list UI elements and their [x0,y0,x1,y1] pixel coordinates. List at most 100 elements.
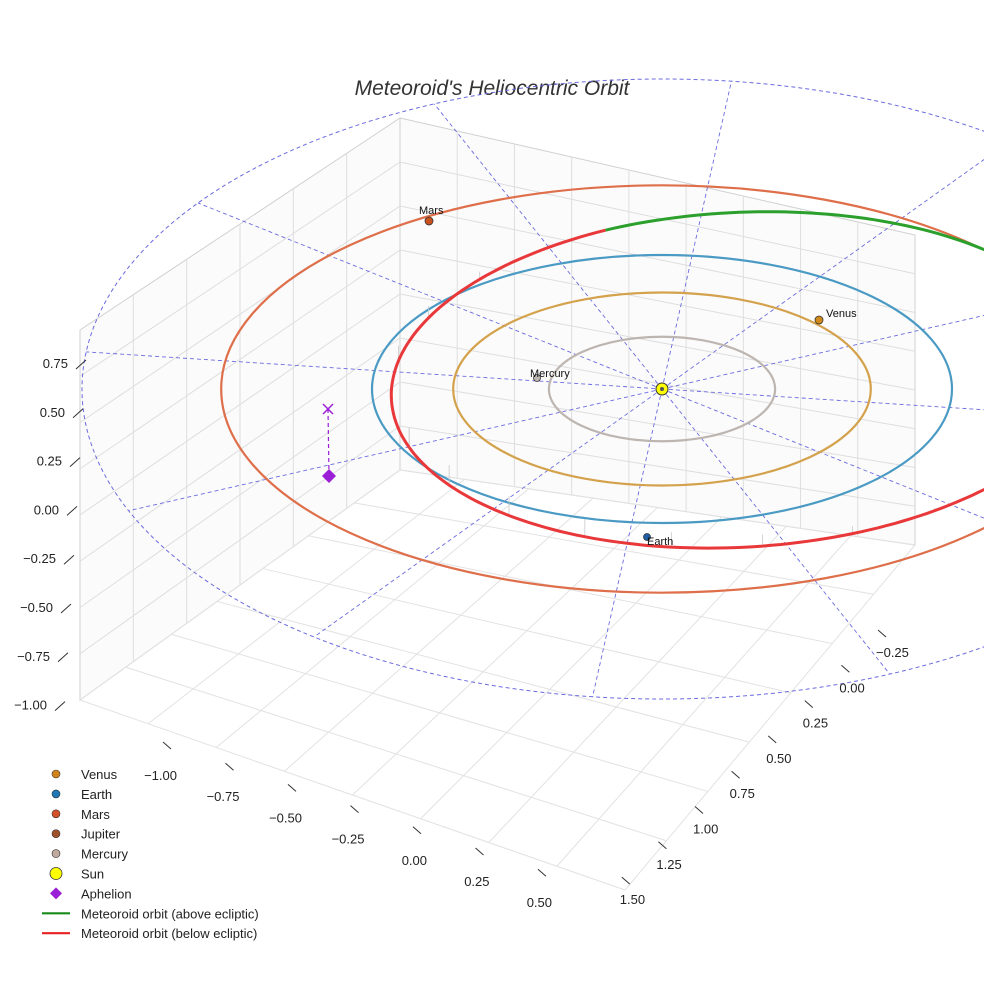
z-tick-mark [60,603,72,614]
floor-grid-line [352,507,658,796]
venus-label: Venus [826,308,857,320]
legend-item[interactable]: Mars [51,807,110,822]
planet-markers: Mars Venus Mercury Earth [419,205,857,548]
mars-point [424,216,434,226]
z-tick-label: 0.25 [37,454,62,469]
planet-orbits [220,184,984,594]
aphelion-diamond [322,469,336,483]
z-tick-mark [75,359,87,370]
x-tick-mark [162,741,172,750]
legend-label: Mercury [81,847,128,862]
earth-point [643,533,651,541]
legend-item[interactable]: Sun [49,867,104,882]
sun-marker [655,382,669,396]
legend-item[interactable]: Aphelion [50,886,132,901]
x-tick-mark [537,868,547,877]
ecliptic-ring [81,78,984,700]
mercury-label: Mercury [530,368,570,380]
y-tick-label: 0.50 [766,751,791,766]
aphelion-marker-group [322,403,336,483]
wall-grid-line [79,293,916,516]
z-tick-mark [66,506,78,516]
mars-orbit [220,184,984,594]
y-tick-mark [731,770,740,779]
x-tick-label: 0.25 [464,874,489,889]
legend: Venus Earth Mars Jupiter Mercury Sun Aphelion M… [42,767,259,941]
x-tick-mark [287,784,297,792]
legend-item[interactable]: Earth [51,787,112,802]
ecliptic-spoke [313,388,663,638]
z-axis-ticks: 0.75 0.50 0.25 0.00 −0.25 −0.50 −0.75 −1.00 [14,356,87,713]
x-tick-mark [475,847,484,856]
floor-grid-line [284,497,594,772]
legend-label: Sun [81,867,104,882]
y-tick-mark [767,735,777,744]
z-tick-label: −0.25 [23,551,56,566]
legend-item[interactable]: Mercury [51,847,128,862]
y-tick-label: −0.25 [876,645,909,660]
legend-marker [51,769,61,779]
x-tick-label: −0.75 [207,789,240,804]
x-tick-label: 0.50 [527,895,552,910]
legend-marker [51,809,61,819]
x-tick-label: −1.00 [144,768,177,783]
y-tick-mark [658,841,667,850]
legend-marker [49,867,63,880]
wall-grid-line [79,249,916,470]
z-tick-label: 0.50 [40,405,65,420]
x-axis-ticks: −1.00 −0.75 −0.50 −0.25 0.00 0.25 0.50 [144,741,552,910]
legend-item[interactable]: Meteoroid orbit (below ecliptic) [42,926,257,941]
axes-walls [79,117,916,701]
wall-grid [79,131,916,662]
wall-grid-line [79,425,916,655]
floor-grid-line [79,469,401,701]
z-tick-label: −1.00 [14,698,47,713]
wall-grid-line [79,205,916,423]
x-tick-label: −0.50 [269,810,302,825]
ecliptic-spoke [197,202,663,390]
z-tick-label: 0.75 [43,356,68,371]
legend-label: Jupiter [81,827,121,842]
mercury-orbit [547,335,777,443]
x-tick-label: 0.00 [402,853,427,868]
z-tick-mark [63,554,75,565]
legend-marker [51,849,61,858]
legend-item[interactable]: Venus [51,767,118,782]
floor-grid [79,469,916,891]
legend-item[interactable]: Meteoroid orbit (above ecliptic) [42,906,259,921]
legend-label: Meteoroid orbit (below ecliptic) [81,926,257,941]
legend-item[interactable]: Jupiter [51,827,121,842]
y-tick-mark [621,876,631,885]
legend-label: Venus [81,767,118,782]
y-tick-label: 0.25 [803,716,828,731]
z-tick-mark [72,408,84,419]
floor-grid-line [147,478,465,725]
aphelion-projection-x [322,403,334,415]
y-tick-mark [841,664,850,673]
z-tick-label: −0.75 [17,649,50,664]
ecliptic-spoke [128,388,663,512]
wall-grid-line [79,381,916,608]
floor-grid-line [420,516,723,820]
earth-label: Earth [647,536,673,548]
z-tick-label: 0.00 [34,502,59,517]
meteoroid-orbit-below [408,446,984,550]
y-tick-mark [877,629,887,638]
ecliptic-spoke [661,159,984,390]
venus-orbit [452,291,872,487]
y-axis-ticks: −0.25 0.00 0.25 0.50 0.75 1.00 1.25 1.50 [620,629,909,907]
legend-marker [51,829,61,839]
y-tick-mark [694,806,704,814]
y-tick-label: 1.00 [693,822,718,837]
y-tick-label: 1.50 [620,892,645,907]
wall-grid-line [79,337,916,562]
x-tick-mark [225,762,234,771]
legend-marker [51,789,61,799]
legend-label: Earth [81,787,112,802]
meteoroid-orbit [389,210,984,550]
meteoroid-orbit-below [389,228,606,449]
z-tick-mark [69,457,81,467]
ecliptic-spoke [661,315,984,390]
legend-label: Mars [81,807,110,822]
ecliptic-spoke [661,388,891,675]
